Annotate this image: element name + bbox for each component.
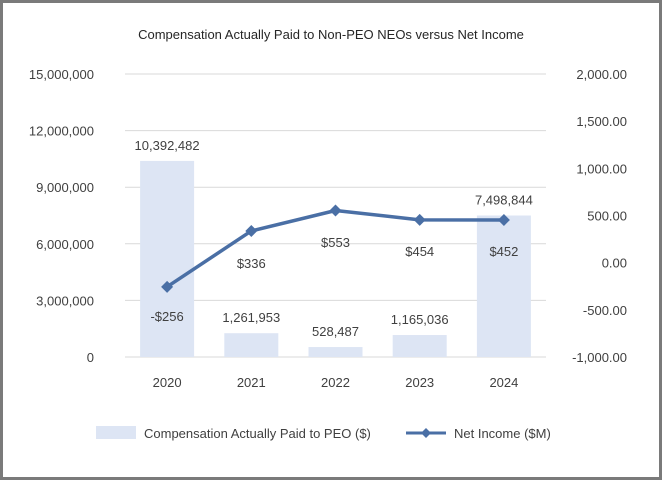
chart-title: Compensation Actually Paid to Non-PEO NE… — [138, 27, 524, 42]
x-tick-label: 2021 — [237, 375, 266, 390]
line-point — [245, 224, 258, 237]
bar — [140, 160, 195, 357]
grid-lines — [125, 73, 546, 358]
bar — [224, 333, 279, 357]
left-tick-label: 12,000,000 — [29, 124, 94, 139]
line-data-label: $454 — [405, 244, 434, 259]
line-data-label: $452 — [489, 244, 518, 259]
line-data-labels: -$256 $336 $553 $454 $452 — [150, 235, 518, 324]
bar-data-label: 1,261,953 — [222, 310, 280, 325]
right-axis-ticks: -1,000.00 -500.00 0.00 500.00 1,000.00 1,500.… — [572, 67, 627, 365]
line-data-label: -$256 — [150, 309, 183, 324]
line-data-label: $553 — [321, 235, 350, 250]
bar-data-label: 1,165,036 — [391, 312, 449, 327]
left-tick-label: 3,000,000 — [36, 293, 94, 308]
right-tick-label: 0.00 — [602, 256, 627, 271]
x-tick-label: 2022 — [321, 375, 350, 390]
legend-label-compensation: Compensation Actually Paid to PEO ($) — [144, 426, 371, 441]
left-axis-ticks: 0 3,000,000 6,000,000 9,000,000 12,000,000 15… — [29, 67, 94, 365]
bar — [392, 335, 447, 357]
line-point — [161, 280, 174, 293]
left-tick-label: 15,000,000 — [29, 67, 94, 82]
line-point — [413, 213, 426, 226]
line-series — [161, 204, 510, 293]
x-tick-label: 2024 — [489, 375, 518, 390]
legend-swatch-compensation — [96, 426, 136, 439]
bar-data-label: 528,487 — [312, 324, 359, 339]
right-tick-label: 1,000.00 — [576, 161, 627, 176]
left-tick-label: 6,000,000 — [36, 237, 94, 252]
right-tick-label: -1,000.00 — [572, 350, 627, 365]
right-tick-label: 2,000.00 — [576, 67, 627, 82]
legend-marker-net-income — [421, 428, 431, 438]
line-point — [329, 204, 342, 217]
line-data-label: $336 — [237, 256, 266, 271]
legend: Compensation Actually Paid to PEO ($) Ne… — [96, 426, 551, 441]
left-tick-label: 9,000,000 — [36, 180, 94, 195]
x-axis-ticks: 2020 2021 2022 2023 2024 — [153, 375, 519, 390]
bar-data-label: 7,498,844 — [475, 193, 533, 208]
x-tick-label: 2023 — [405, 375, 434, 390]
x-tick-label: 2020 — [153, 375, 182, 390]
line-point — [497, 214, 510, 227]
bar — [308, 347, 363, 357]
bar — [476, 215, 531, 357]
legend-label-net-income: Net Income ($M) — [454, 426, 551, 441]
right-tick-label: 1,500.00 — [576, 114, 627, 129]
bar-data-label: 10,392,482 — [135, 138, 200, 153]
right-tick-label: 500.00 — [587, 209, 627, 224]
left-tick-label: 0 — [87, 350, 94, 365]
right-tick-label: -500.00 — [583, 303, 627, 318]
bar-data-labels: 10,392,482 1,261,953 528,487 1,165,036 7,498… — [135, 138, 533, 339]
bar-series — [140, 160, 531, 357]
